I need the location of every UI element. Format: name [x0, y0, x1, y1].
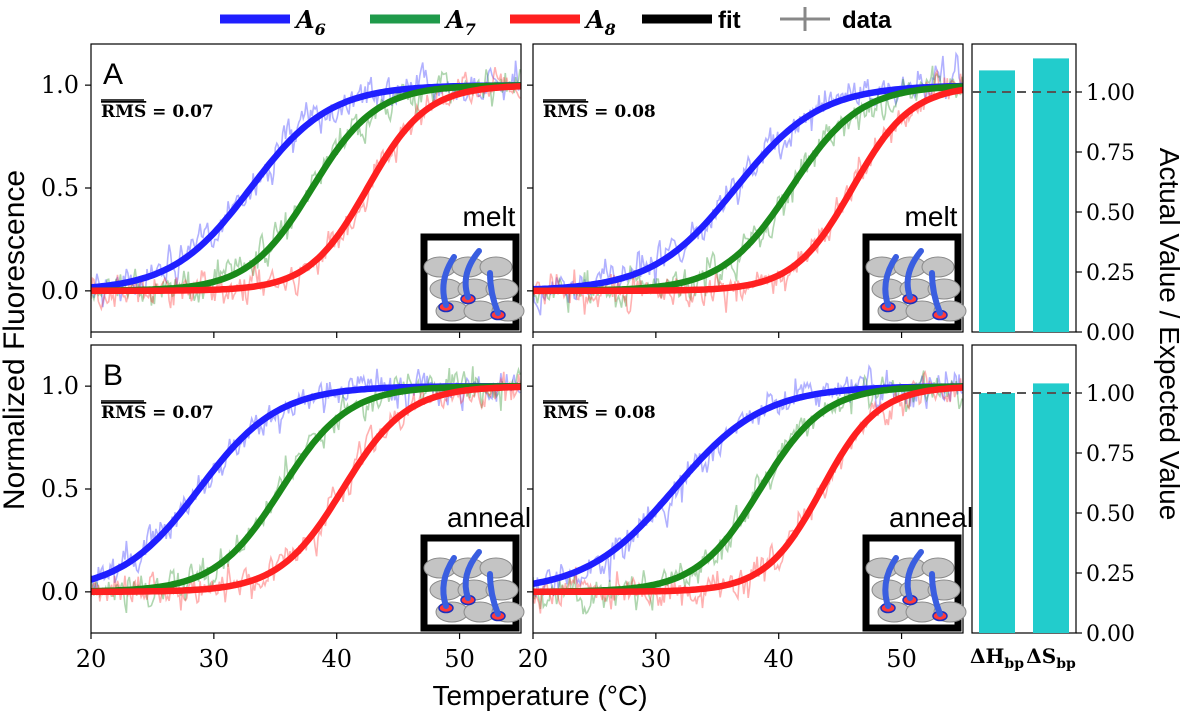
bar-category-label: ΔSbp [1026, 644, 1076, 672]
legend-label: A7 [444, 5, 476, 39]
bar-y-tick-label: 0.75 [1086, 141, 1135, 166]
bar-ΔS_bp [1033, 58, 1069, 333]
x-tick-label: 30 [641, 645, 672, 673]
bar-ΔH_bp [979, 70, 1015, 333]
rms-annotation: RMS = 0.08 [543, 102, 656, 122]
legend-label: A8 [584, 5, 616, 39]
inset-illustration [862, 534, 967, 632]
bar-y-tick-label: 0.00 [1086, 622, 1135, 647]
panel-B-bar: 0.00 0.25 0.50 0.75 1.00 ΔHbp ΔSbp [970, 344, 1135, 672]
legend-label: data [842, 7, 892, 34]
fit-curve-A8 [91, 383, 521, 596]
x-tick-label: 50 [886, 645, 917, 673]
fit-curve-A8 [91, 83, 521, 295]
bar-category-label: ΔHbp [970, 644, 1024, 672]
panel-A-right: RMS = 0.08 melt [527, 43, 967, 338]
bar-ΔH_bp [979, 393, 1015, 633]
mode-label: anneal [447, 502, 531, 533]
legend-entry-A7: A7 [370, 5, 476, 39]
right-y-axis-label: Actual Value / Expected Value [1154, 148, 1184, 521]
bar-y-tick-label: 0.00 [1086, 321, 1135, 346]
panel-B-right: 20 30 40 50 RMS = 0.08 anneal [518, 344, 973, 673]
mode-label: anneal [889, 502, 973, 533]
y-axis-label: Normalized Fluorescence [0, 170, 31, 510]
fit-curve-A7 [91, 383, 521, 595]
bar-y-tick-label: 1.00 [1086, 382, 1135, 407]
y-tick-label: 0.5 [41, 174, 79, 202]
x-tick-label: 40 [321, 645, 352, 673]
x-tick-label: 20 [518, 645, 549, 673]
rms-annotation: RMS = 0.07 [101, 403, 214, 423]
mode-label: melt [463, 201, 516, 232]
data-trace-A8 [533, 370, 963, 614]
inset-illustration [862, 233, 967, 331]
panel-label-a: A [103, 58, 123, 91]
legend-entry-A6: A6 [220, 5, 326, 39]
inset-illustration [420, 534, 525, 632]
legend-entry-fit: fit [642, 7, 741, 34]
fit-curve-A6 [533, 82, 963, 293]
x-tick-label: 20 [76, 645, 107, 673]
bar-axes-frame [971, 43, 1077, 333]
bar-y-tick-label: 1.00 [1086, 81, 1135, 106]
y-tick-label: 0.0 [41, 578, 79, 606]
bar-y-tick-label: 0.25 [1086, 562, 1135, 587]
panel-B-left: 0.0 0.5 1.0 20 30 40 50 RMS = 0.07 anneal [41, 344, 531, 673]
y-tick-label: 1.0 [41, 71, 79, 99]
panel-A-bar: 0.00 0.25 0.50 0.75 1.00 [971, 43, 1135, 346]
panel-label-b: B [103, 359, 123, 392]
y-tick-label: 0.0 [41, 277, 79, 305]
bar-y-tick-label: 0.75 [1086, 442, 1135, 467]
legend-label: fit [718, 7, 741, 34]
legend: A6 A7 A8 fit data [220, 5, 892, 39]
legend-label: A6 [294, 5, 326, 39]
bar-axes-frame [971, 344, 1077, 634]
legend-entry-A8: A8 [510, 5, 616, 39]
inset-illustration [420, 233, 525, 331]
data-trace-A8 [91, 67, 521, 312]
mode-label: melt [905, 201, 958, 232]
x-tick-label: 50 [444, 645, 475, 673]
rms-annotation: RMS = 0.08 [543, 403, 656, 423]
x-axis-label: Temperature (°C) [432, 680, 647, 711]
bar-y-tick-label: 0.50 [1086, 502, 1135, 527]
x-tick-label: 30 [199, 645, 230, 673]
bar-y-tick-label: 0.50 [1086, 201, 1135, 226]
fit-curve-A8 [533, 384, 963, 596]
bar-ΔS_bp [1033, 383, 1069, 633]
y-tick-label: 1.0 [41, 372, 79, 400]
legend-entry-data: data [780, 7, 892, 34]
fit-curve-A8 [533, 86, 963, 295]
x-tick-label: 40 [763, 645, 794, 673]
bar-y-tick-label: 0.25 [1086, 261, 1135, 286]
y-tick-label: 0.5 [41, 475, 79, 503]
rms-annotation: RMS = 0.07 [101, 102, 214, 122]
panel-A-left: 0.0 0.5 1.0 RMS = 0.07 melt [41, 43, 525, 338]
